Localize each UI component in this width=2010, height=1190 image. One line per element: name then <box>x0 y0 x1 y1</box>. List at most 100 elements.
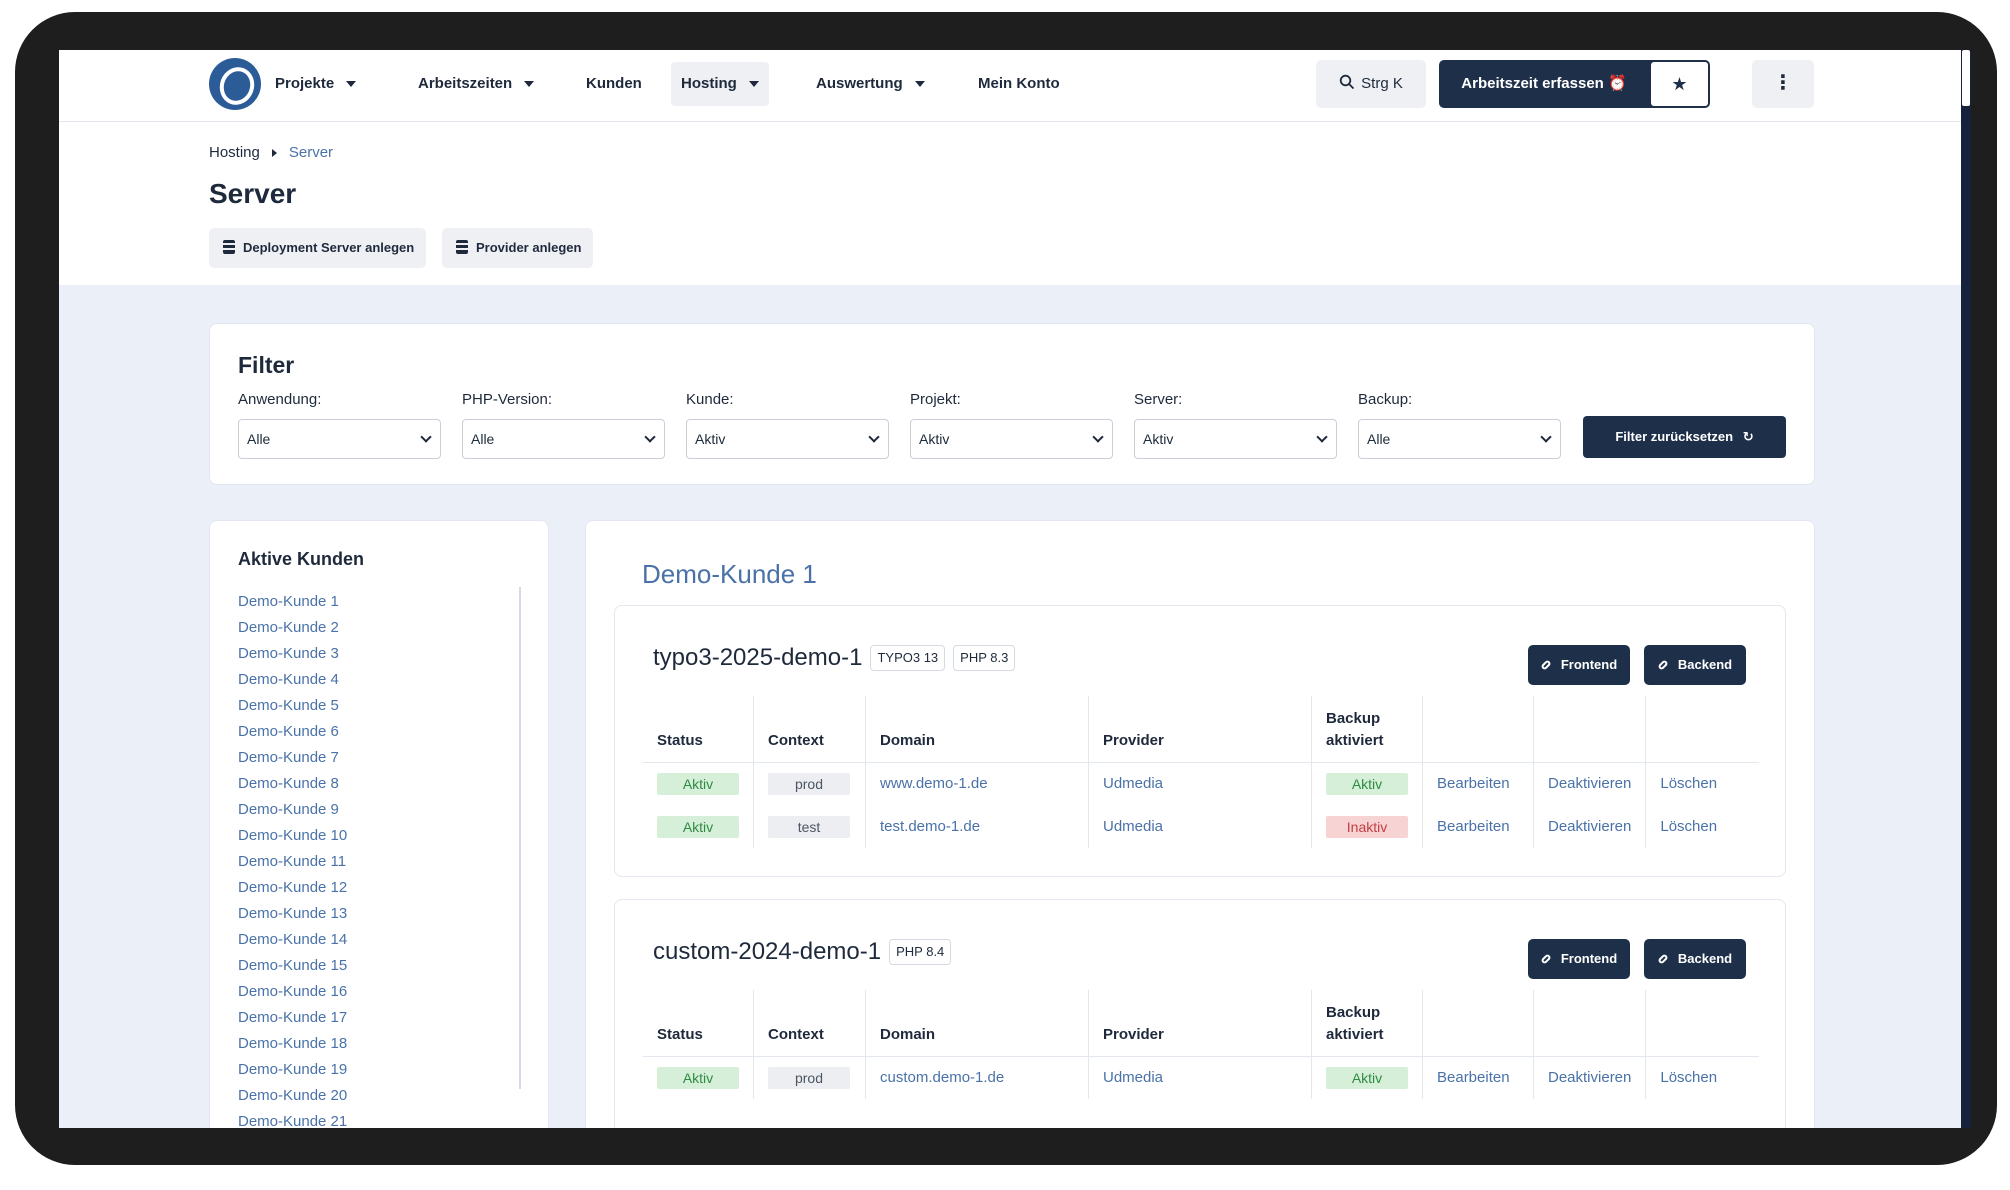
select-value: Alle <box>247 431 271 447</box>
customer-link[interactable]: Demo-Kunde 15 <box>238 957 348 974</box>
customer-link[interactable]: Demo-Kunde 5 <box>238 697 339 714</box>
deactivate-link[interactable]: Deaktivieren <box>1548 1069 1632 1087</box>
edit-link[interactable]: Bearbeiten <box>1437 1069 1510 1087</box>
delete-link[interactable]: Löschen <box>1660 818 1718 835</box>
customer-link[interactable]: Demo-Kunde 16 <box>238 983 348 1000</box>
favorites-button[interactable]: ★ <box>1651 62 1708 106</box>
create-deployment-server-button[interactable]: Deployment Server anlegen <box>209 228 427 268</box>
filter-select-anwendung[interactable]: Alle <box>238 419 441 459</box>
customer-link[interactable]: Demo-Kunde 13 <box>238 905 348 922</box>
column-header-domain: Domain <box>865 696 1089 763</box>
column-header-domain: Domain <box>865 990 1089 1057</box>
frontend-button[interactable]: Frontend <box>1528 645 1630 685</box>
provider-link[interactable]: Udmedia <box>1103 775 1164 793</box>
app-logo[interactable] <box>209 58 261 110</box>
nav-auswertung[interactable]: Auswertung <box>806 62 935 106</box>
edit-link[interactable]: Bearbeiten <box>1437 818 1510 835</box>
select-value: Alle <box>471 431 495 447</box>
nav-arbeitszeiten[interactable]: Arbeitszeiten <box>408 62 544 106</box>
edit-cell: Bearbeiten <box>1422 1056 1534 1099</box>
nav-hosting[interactable]: Hosting <box>671 62 769 106</box>
customer-link[interactable]: Demo-Kunde 14 <box>238 931 348 948</box>
chevron-down-icon <box>644 431 656 443</box>
backup-cell: Aktiv <box>1311 762 1423 805</box>
button-label: Filter zurücksetzen <box>1615 429 1734 444</box>
customer-link[interactable]: Demo-Kunde 20 <box>238 1087 348 1104</box>
customer-link[interactable]: Demo-Kunde 3 <box>238 645 339 662</box>
table-row: Aktiv prod custom.demo-1.de Udmedia Akti… <box>643 1056 1759 1099</box>
customer-link[interactable]: Demo-Kunde 1 <box>238 593 339 610</box>
column-header-delete <box>1645 990 1759 1057</box>
filter-select-php-version[interactable]: Alle <box>462 419 665 459</box>
record-work-time-button[interactable]: Arbeitszeit erfassen ⏰ <box>1439 60 1649 108</box>
customer-list-scrollbar[interactable] <box>519 587 521 1089</box>
edit-link[interactable]: Bearbeiten <box>1437 775 1510 793</box>
filter-select-backup[interactable]: Alle <box>1358 419 1561 459</box>
table-row: Aktiv test test.demo-1.de Udmedia Inakti… <box>643 805 1759 848</box>
provider-link[interactable]: Udmedia <box>1103 818 1164 835</box>
vertical-dots-icon: ⋮ <box>1773 72 1793 94</box>
page-scrollbar-thumb[interactable] <box>1962 50 1970 106</box>
frontend-button[interactable]: Frontend <box>1528 939 1630 979</box>
page-scrollbar[interactable] <box>1961 50 1971 1128</box>
link-icon <box>1540 659 1552 671</box>
customer-link[interactable]: Demo-Kunde 9 <box>238 801 339 818</box>
column-header-backup: Backup aktiviert <box>1311 696 1423 763</box>
customer-link[interactable]: Demo-Kunde 17 <box>238 1009 348 1026</box>
customer-link[interactable]: Demo-Kunde 10 <box>238 827 348 844</box>
domain-cell: custom.demo-1.de <box>865 1056 1089 1099</box>
customer-link[interactable]: Demo-Kunde 11 <box>238 853 347 870</box>
customer-link[interactable]: Demo-Kunde 2 <box>238 619 339 636</box>
delete-cell: Löschen <box>1646 1056 1759 1099</box>
customer-link[interactable]: Demo-Kunde 7 <box>238 749 339 766</box>
delete-link[interactable]: Löschen <box>1660 1069 1718 1087</box>
customer-link[interactable]: Demo-Kunde 12 <box>238 879 348 896</box>
domain-link[interactable]: custom.demo-1.de <box>880 1069 1005 1087</box>
column-header-provider: Provider <box>1088 990 1312 1057</box>
nav-kunden[interactable]: Kunden <box>576 62 652 106</box>
domain-table: Status Context Domain Provider Backup ak… <box>643 696 1759 848</box>
work-time-button-group: Arbeitszeit erfassen ⏰ ★ <box>1439 60 1710 108</box>
nav-projekte[interactable]: Projekte <box>265 62 366 106</box>
filter-select-projekt[interactable]: Aktiv <box>910 419 1113 459</box>
active-customers-card: Aktive Kunden Demo-Kunde 1 Demo-Kunde 2 … <box>209 520 549 1128</box>
deactivate-link[interactable]: Deaktivieren <box>1548 818 1632 835</box>
backend-button[interactable]: Backend <box>1644 939 1746 979</box>
button-label: Provider anlegen <box>476 240 582 255</box>
domain-cell: www.demo-1.de <box>865 762 1089 805</box>
device-frame: Projekte Arbeitszeiten Kunden Hosting Au… <box>15 12 1997 1165</box>
filter-label-server: Server: <box>1134 391 1183 408</box>
breadcrumb-hosting[interactable]: Hosting <box>209 144 260 161</box>
customer-link[interactable]: Demo-Kunde 4 <box>238 671 339 688</box>
customer-link[interactable]: Demo-Kunde 18 <box>238 1035 348 1052</box>
context-badge: prod <box>768 772 850 795</box>
deactivate-cell: Deaktivieren <box>1533 762 1647 805</box>
domain-link[interactable]: test.demo-1.de <box>880 818 981 835</box>
search-button[interactable]: Strg K <box>1316 60 1426 108</box>
filter-select-kunde[interactable]: Aktiv <box>686 419 889 459</box>
nav-label: Auswertung <box>816 75 903 92</box>
server-card: typo3-2025-demo-1 TYPO3 13 PHP 8.3 Fronten… <box>614 605 1786 877</box>
customer-link[interactable]: Demo-Kunde 21 <box>238 1113 348 1128</box>
more-menu-button[interactable]: ⋮ <box>1752 60 1814 108</box>
domain-table: Status Context Domain Provider Backup ak… <box>643 990 1759 1099</box>
link-icon <box>1657 659 1669 671</box>
search-shortcut-label: Strg K <box>1361 75 1403 92</box>
server-title: typo3-2025-demo-1 TYPO3 13 PHP 8.3 <box>653 644 1016 672</box>
status-cell: Aktiv <box>643 1056 754 1099</box>
deactivate-link[interactable]: Deaktivieren <box>1548 775 1632 793</box>
filter-reset-button[interactable]: Filter zurücksetzen ↻ <box>1583 416 1786 458</box>
filter-select-server[interactable]: Aktiv <box>1134 419 1337 459</box>
provider-link[interactable]: Udmedia <box>1103 1069 1164 1087</box>
caret-down-icon <box>346 81 357 88</box>
server-name: custom-2024-demo-1 <box>653 938 882 965</box>
delete-link[interactable]: Löschen <box>1660 775 1718 793</box>
customer-link[interactable]: Demo-Kunde 6 <box>238 723 339 740</box>
nav-mein-konto[interactable]: Mein Konto <box>968 62 1070 106</box>
create-provider-button[interactable]: Provider anlegen <box>442 228 594 268</box>
customer-link[interactable]: Demo-Kunde 19 <box>238 1061 348 1078</box>
column-header-status: Status <box>643 990 754 1057</box>
customer-link[interactable]: Demo-Kunde 8 <box>238 775 339 792</box>
backend-button[interactable]: Backend <box>1644 645 1746 685</box>
domain-link[interactable]: www.demo-1.de <box>880 775 988 793</box>
